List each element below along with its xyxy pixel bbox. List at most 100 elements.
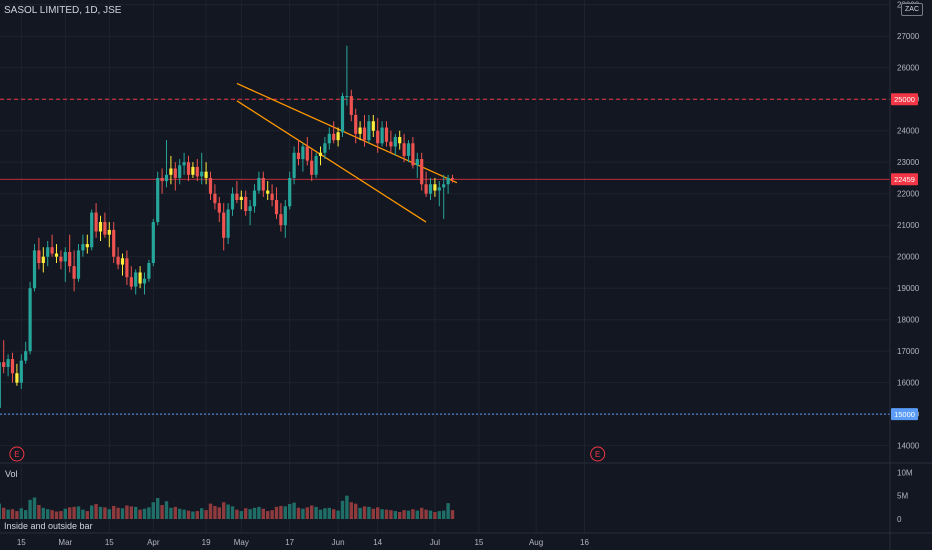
candle <box>28 281 32 355</box>
candle-body <box>169 168 173 175</box>
candle <box>420 152 424 191</box>
candle-body <box>81 244 85 251</box>
price-axis-tags: 25000 22459 15000 <box>891 93 918 421</box>
candle-body <box>32 250 37 289</box>
candle-body <box>380 127 384 144</box>
candle <box>81 234 85 257</box>
candle <box>345 45 349 106</box>
volume-bar <box>138 509 142 519</box>
candle <box>252 184 257 213</box>
volume-bar <box>402 510 406 519</box>
candle <box>90 209 94 251</box>
channel-line-lower[interactable] <box>236 100 427 223</box>
volume-bar <box>46 509 50 519</box>
volume-bar <box>244 508 248 519</box>
volume-bar <box>230 506 235 519</box>
candle <box>173 162 177 191</box>
volume-bar <box>332 509 336 519</box>
candle-body <box>68 251 72 267</box>
volume-bar <box>283 506 287 519</box>
volume-bar <box>28 499 32 519</box>
candle <box>354 108 358 144</box>
volume-bar <box>239 511 243 519</box>
candle <box>226 203 230 245</box>
volume-bar <box>349 502 353 519</box>
price-level-tag <box>891 93 918 106</box>
candle-body <box>72 266 76 279</box>
volume-bar <box>424 509 428 519</box>
candle <box>85 234 89 254</box>
volume-bar <box>327 507 331 519</box>
earnings-marker-circle <box>590 446 606 462</box>
volume-bar <box>442 510 446 519</box>
volume-bar <box>450 510 455 519</box>
candle <box>63 247 67 282</box>
candle <box>261 171 265 197</box>
candle-body <box>24 351 28 361</box>
candle-body <box>252 190 257 207</box>
candle-body <box>349 96 353 115</box>
horizontal-levels[interactable] <box>0 98 890 415</box>
candle <box>19 354 23 389</box>
candle-body <box>437 187 441 191</box>
candle <box>37 237 41 270</box>
volume-bar <box>345 495 349 519</box>
earnings-marker[interactable]: E <box>590 446 606 462</box>
volume-bar <box>32 497 37 519</box>
candle-body <box>151 222 155 263</box>
candle <box>296 140 301 166</box>
price-level-tag-label: 22459 <box>894 175 915 184</box>
price-tick-label: 14000 <box>897 442 920 451</box>
indicator-label[interactable]: Inside and outside bar <box>4 521 93 531</box>
candle <box>230 187 235 216</box>
volume-bar <box>261 508 265 519</box>
candle-body <box>239 196 243 201</box>
time-tick-label: Mar <box>58 538 72 547</box>
volume-bar <box>266 511 270 519</box>
candle <box>402 133 406 163</box>
candle <box>235 181 239 204</box>
grid-lines <box>0 0 890 533</box>
time-axis[interactable]: 18Feb15Mar15Apr19May17Jun14Jul15Aug16 <box>0 538 590 547</box>
candle <box>169 155 173 185</box>
volume-bar <box>164 501 169 519</box>
volume-pane-label[interactable]: Vol <box>5 469 18 479</box>
volume-bar <box>41 507 45 519</box>
candle-body <box>204 171 208 178</box>
candle <box>437 181 441 207</box>
candle <box>283 200 287 238</box>
price-axis[interactable]: 2800027000260002500024000230002200021000… <box>897 1 920 451</box>
candle <box>442 174 446 219</box>
candle-body <box>292 152 296 178</box>
volume-bar <box>310 505 314 519</box>
volume-bar <box>186 510 191 519</box>
earnings-marker-label: E <box>595 450 600 459</box>
volume-bars <box>0 495 455 519</box>
volume-bar <box>398 512 402 519</box>
candle-body <box>94 212 98 232</box>
candle <box>41 247 45 273</box>
candle-body <box>283 206 287 226</box>
candle <box>125 250 129 286</box>
candle <box>94 203 98 238</box>
candle <box>411 137 415 169</box>
volume-bar <box>191 511 195 519</box>
symbol-title[interactable]: SASOL LIMITED, 1D, JSE <box>4 5 122 16</box>
candle-body <box>446 177 450 185</box>
price-tick-label: 19000 <box>897 284 920 293</box>
earnings-marker[interactable]: E <box>9 446 25 462</box>
candlesticks <box>0 45 455 408</box>
candle <box>46 240 50 267</box>
candle <box>76 244 81 282</box>
candle <box>393 133 397 156</box>
volume-bar <box>195 511 199 519</box>
candle <box>433 177 437 197</box>
volume-bar <box>169 507 173 519</box>
candle-body <box>120 258 125 265</box>
candle-body <box>402 143 406 156</box>
candle-body <box>424 184 428 194</box>
candle <box>266 181 270 201</box>
